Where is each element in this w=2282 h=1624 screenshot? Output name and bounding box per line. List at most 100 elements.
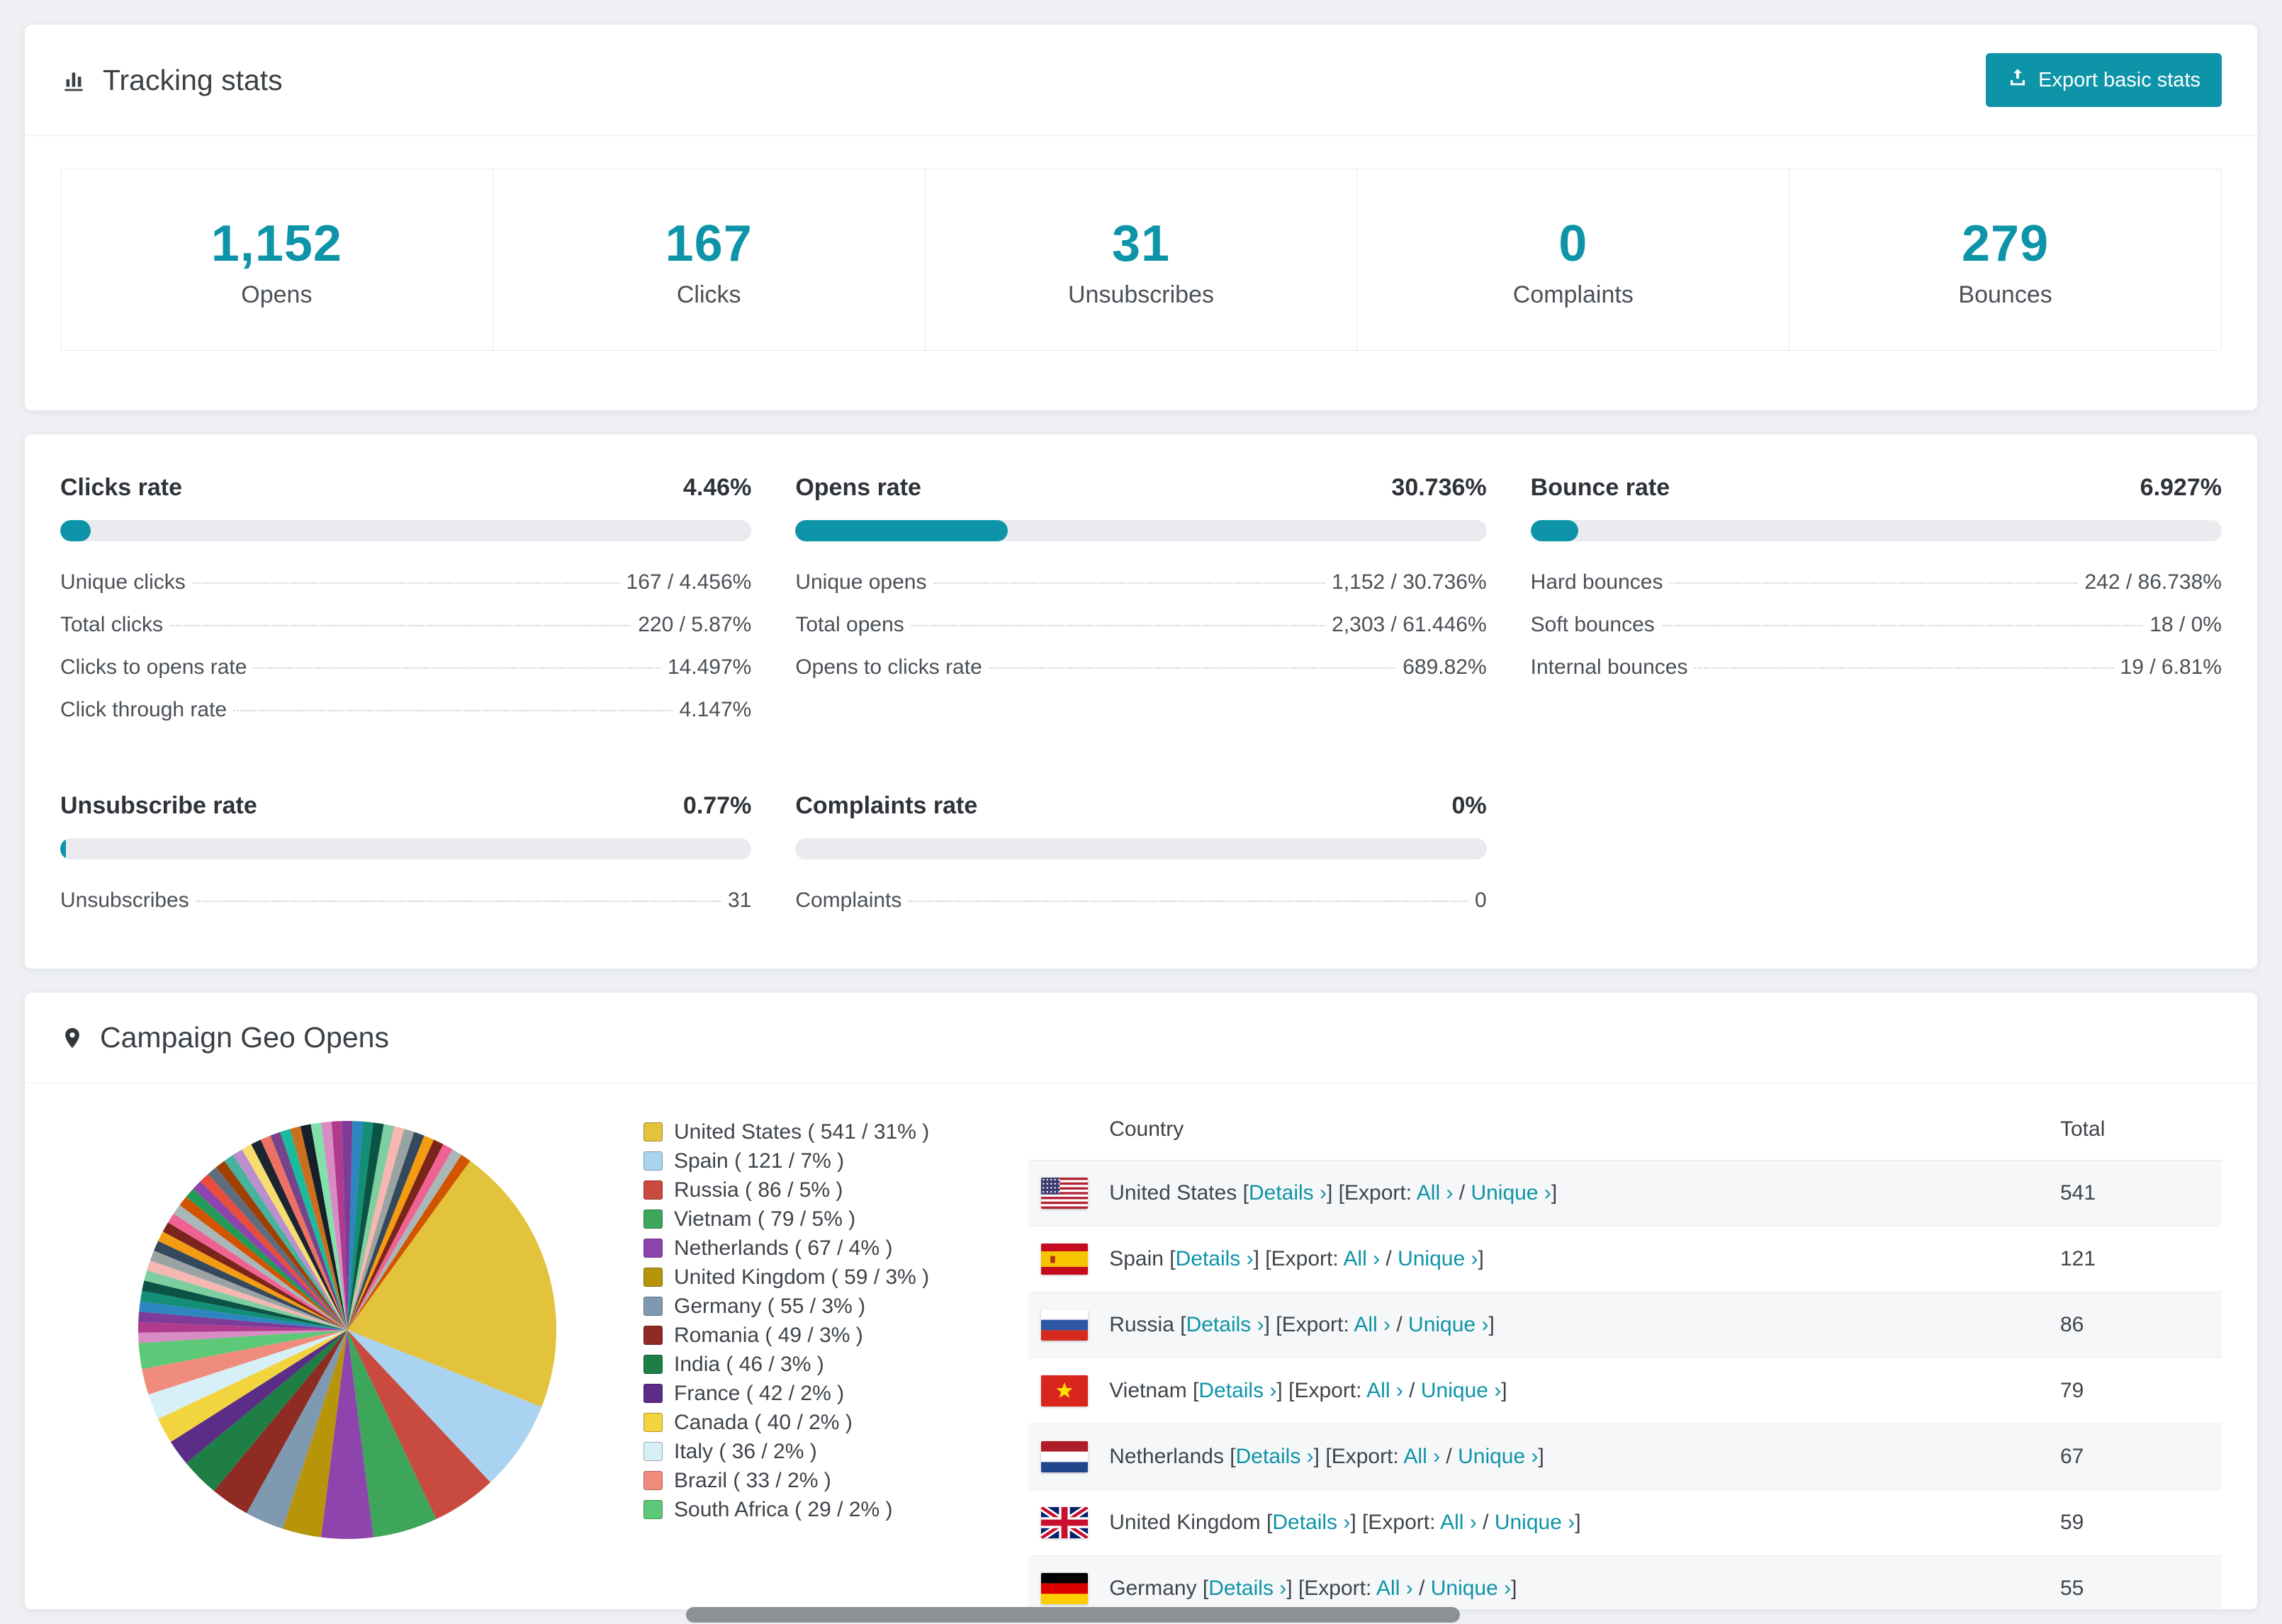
stat-value: 0 [1558,215,1588,272]
pie-slice-other [173,1205,347,1330]
details-link[interactable]: Details › [1208,1577,1287,1600]
legend-label: Italy ( 36 / 2% ) [674,1440,817,1463]
export-unique-link[interactable]: Unique › [1408,1313,1489,1336]
details-link[interactable]: Details › [1175,1247,1254,1270]
rate-progress-fill [795,520,1008,541]
rate-stat-value: 220 / 5.87% [638,613,752,636]
rates-grid: Clicks rate 4.46% Unique clicks 167 / 4.456… [60,474,2222,922]
details-link[interactable]: Details › [1198,1379,1277,1402]
pie-slice-other [347,1135,434,1330]
legend-label: India ( 46 / 3% ) [674,1353,824,1376]
country-name: Vietnam [1109,1379,1187,1402]
rate-stat-label: Click through rate [60,698,227,721]
legend-item: United Kingdom ( 59 / 3% ) [643,1263,929,1292]
pie-slice-other [140,1290,347,1330]
geo-table: Country Total United States [Details ›] … [1028,1102,2222,1609]
stat-box-unsubscribes: 31 Unsubscribes [924,169,1358,351]
export-all-link[interactable]: All › [1416,1181,1454,1205]
pie-slice-spain [347,1330,542,1483]
export-all-link[interactable]: All › [1343,1247,1381,1270]
export-all-link[interactable]: All › [1440,1511,1477,1534]
export-unique-link[interactable]: Unique › [1398,1247,1478,1270]
details-link[interactable]: Details › [1248,1181,1327,1205]
rate-stat-row: Complaints 0 [795,879,1486,922]
export-unique-link[interactable]: Unique › [1420,1379,1502,1402]
legend-item: Germany ( 55 / 3% ) [643,1292,929,1321]
stat-box-clicks: 167 Clicks [492,169,926,351]
country-cell: Germany [Details ›] [Export: All › / Uni… [1109,1577,1517,1600]
export-basic-stats-button[interactable]: Export basic stats [1986,53,2222,107]
flag-gb-icon [1041,1507,1089,1538]
export-unique-link[interactable]: Unique › [1471,1181,1551,1205]
rate-stat-label: Complaints [795,889,902,912]
geo-pie-chart [135,1117,560,1543]
legend-label: Spain ( 121 / 7% ) [674,1149,845,1173]
pie-slice-other [186,1188,347,1330]
rate-section: Bounce rate 6.927% Hard bounces 242 / 86.73… [1530,474,2222,731]
campaign-geo-opens-card: Campaign Geo Opens United States ( 541 /… [24,992,2258,1610]
pie-slice-other [347,1122,384,1330]
details-link[interactable]: Details › [1186,1313,1264,1336]
pie-slice-other [300,1124,347,1330]
rates-card: Clicks rate 4.46% Unique clicks 167 / 4.456… [24,434,2258,969]
export-unique-link[interactable]: Unique › [1458,1445,1539,1468]
export-unique-link[interactable]: Unique › [1430,1577,1512,1600]
pie-slice-other [137,1321,347,1333]
bar-chart-icon [60,67,87,94]
dotted-leader [989,667,1396,669]
export-all-link[interactable]: All › [1403,1445,1441,1468]
country-cell: Russia [Details ›] [Export: All › / Uniq… [1109,1313,1495,1336]
legend-item: South Africa ( 29 / 2% ) [643,1495,929,1524]
export-unique-link[interactable]: Unique › [1494,1511,1575,1534]
geo-table-row-nl: Netherlands [Details ›] [Export: All › /… [1028,1424,2222,1490]
dotted-leader [1694,667,2113,669]
rate-section: Opens rate 30.736% Unique opens 1,152 / 30.… [795,474,1487,731]
rate-percent: 4.46% [682,474,752,501]
pie-slice-other [139,1301,347,1330]
stats-row: 1,152 Opens 167 Clicks 31 Unsubscribes 0 Compla… [25,136,2257,410]
geo-table-row-gb: United Kingdom [Details ›] [Export: All … [1028,1490,2222,1556]
country-cell: Netherlands [Details ›] [Export: All › /… [1109,1445,1544,1468]
flag-ru-icon [1041,1309,1089,1341]
pie-slice-other [347,1144,453,1330]
legend-swatch [643,1413,663,1432]
geo-table-row-de: Germany [Details ›] [Export: All › / Uni… [1028,1556,2222,1609]
pie-slice-other [290,1126,347,1330]
rate-stat-label: Opens to clicks rate [795,655,982,679]
rate-stat-label: Internal bounces [1530,655,1688,679]
stat-label: Complaints [1512,281,1634,308]
legend-item: Vietnam ( 79 / 5% ) [643,1205,929,1234]
export-basic-stats-label: Export basic stats [2038,68,2200,91]
pie-slice-other [347,1154,471,1330]
stat-label: Clicks [676,281,741,308]
pie-slice-france [170,1330,347,1464]
rate-header: Clicks rate 4.46% [60,474,751,502]
pie-slice-india [186,1330,347,1492]
flag-de-icon [1041,1573,1089,1604]
export-all-link[interactable]: All › [1376,1577,1413,1600]
pie-slice-other [147,1260,348,1330]
details-link[interactable]: Details › [1235,1445,1314,1468]
pie-slice-other [242,1144,347,1330]
geo-table-row-ru: Russia [Details ›] [Export: All › / Uniq… [1028,1292,2222,1358]
legend-label: Russia ( 86 / 5% ) [674,1178,843,1202]
legend-label: Netherlands ( 67 / 4% ) [674,1236,893,1260]
details-link[interactable]: Details › [1272,1511,1351,1534]
dotted-leader [1661,625,2143,626]
pie-slice-other [168,1213,347,1330]
legend-item: Romania ( 49 / 3% ) [643,1321,929,1350]
rate-stat-value: 0 [1474,889,1487,912]
total-column-header: Total [2060,1117,2106,1141]
rate-progress-fill [1530,520,1579,541]
export-all-link[interactable]: All › [1366,1379,1403,1402]
flag-us-icon [1041,1178,1089,1209]
rate-section: Complaints rate 0% Complaints 0 [795,792,1487,922]
legend-item: France ( 42 / 2% ) [643,1379,929,1408]
tracking-stats-title-text: Tracking stats [103,63,283,96]
pie-slice-other [138,1312,347,1330]
horizontal-scrollbar-thumb[interactable] [686,1607,1460,1623]
dotted-leader [170,625,631,626]
rate-stat-row: Total clicks 220 / 5.87% [60,604,751,646]
export-all-link[interactable]: All › [1354,1313,1391,1336]
